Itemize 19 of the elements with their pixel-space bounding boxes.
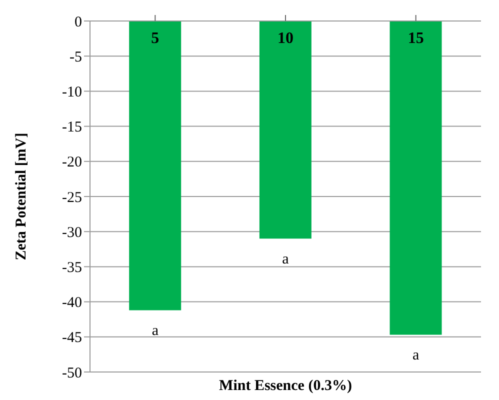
y-tick-label: -35 (62, 260, 82, 276)
x-tick-label: 15 (408, 30, 424, 47)
y-tick-label: -20 (62, 154, 82, 171)
y-tick-label: 0 (74, 14, 82, 30)
y-tick-label: -10 (62, 84, 82, 101)
y-axis-title: Zeta Potential [mV] (13, 132, 30, 260)
annotation: a (152, 322, 159, 339)
annotation: a (412, 347, 420, 364)
x-tick-label: 10 (278, 30, 294, 47)
y-tick-label: -25 (62, 190, 82, 206)
y-tick-label: -50 (62, 365, 82, 382)
y-tick-label: -45 (62, 330, 82, 346)
y-tick-label: -40 (62, 295, 82, 312)
x-tick-label: 5 (151, 30, 160, 47)
y-tick-label: -30 (62, 224, 82, 241)
y-tick-label: -15 (62, 120, 82, 136)
x-axis-title: Mint Essence (0.3%) (218, 378, 353, 395)
y-tick-label: -5 (70, 49, 82, 66)
annotation: a (282, 251, 290, 268)
